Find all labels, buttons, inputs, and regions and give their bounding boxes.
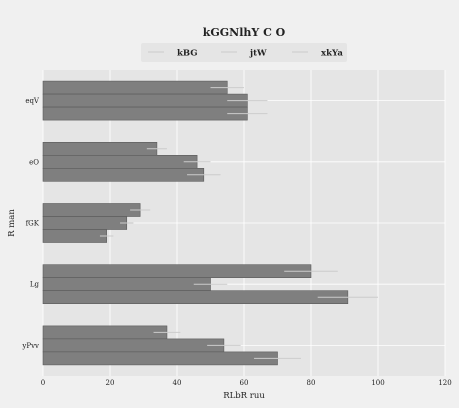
bar-kBG-Lg: [42, 264, 312, 279]
bar-xkYa-Lg: [42, 290, 349, 305]
legend-label: xkYa: [321, 49, 343, 59]
bar-jtW-fGK: [42, 216, 128, 230]
y-tick-label: Lg: [30, 281, 40, 289]
legend-box: [141, 43, 347, 62]
x-tick-label: 80: [307, 379, 316, 387]
x-tick-label: 60: [240, 379, 249, 387]
y-tick-label: eqV: [25, 97, 40, 105]
x-tick-label: 40: [173, 379, 182, 387]
bar-xkYa-eqV: [42, 106, 248, 121]
x-tick-label: 0: [41, 379, 45, 387]
bar-jtW-eO: [42, 155, 198, 169]
x-axis-label: RLbR ruu: [223, 391, 265, 401]
y-axis-label: R man: [7, 209, 17, 237]
bar-kBG-fGK: [42, 203, 141, 217]
bar-jtW-yPvv: [42, 338, 225, 353]
x-tick-label: 120: [438, 379, 451, 387]
bar-xkYa-fGK: [42, 229, 107, 243]
y-tick-label: eO: [29, 158, 39, 166]
y-axis-ticks: eqV eO fGK Lg yPvv: [21, 97, 40, 350]
legend-label: kBG: [177, 49, 198, 59]
x-tick-label: 20: [106, 379, 115, 387]
bars: [42, 80, 349, 366]
bar-xkYa-eO: [42, 168, 205, 182]
y-tick-label: fGK: [26, 220, 40, 228]
bar-kBG-eqV: [42, 80, 228, 95]
x-tick-label: 100: [371, 379, 384, 387]
chart-title: kGGNlhY C O: [203, 26, 286, 39]
legend: kBG jtW xkYa: [141, 43, 347, 62]
x-axis-ticks: 0 20 40 60 80 100 120: [41, 379, 452, 387]
bar-xkYa-yPvv: [42, 351, 278, 366]
bar-jtW-eqV: [42, 93, 248, 108]
y-tick-label: yPvv: [21, 342, 39, 350]
bar-kBG-yPvv: [42, 325, 168, 340]
legend-label: jtW: [249, 49, 267, 59]
bar-kBG-eO: [42, 142, 158, 156]
bar-jtW-Lg: [42, 277, 211, 292]
error-bars: [99, 87, 378, 359]
